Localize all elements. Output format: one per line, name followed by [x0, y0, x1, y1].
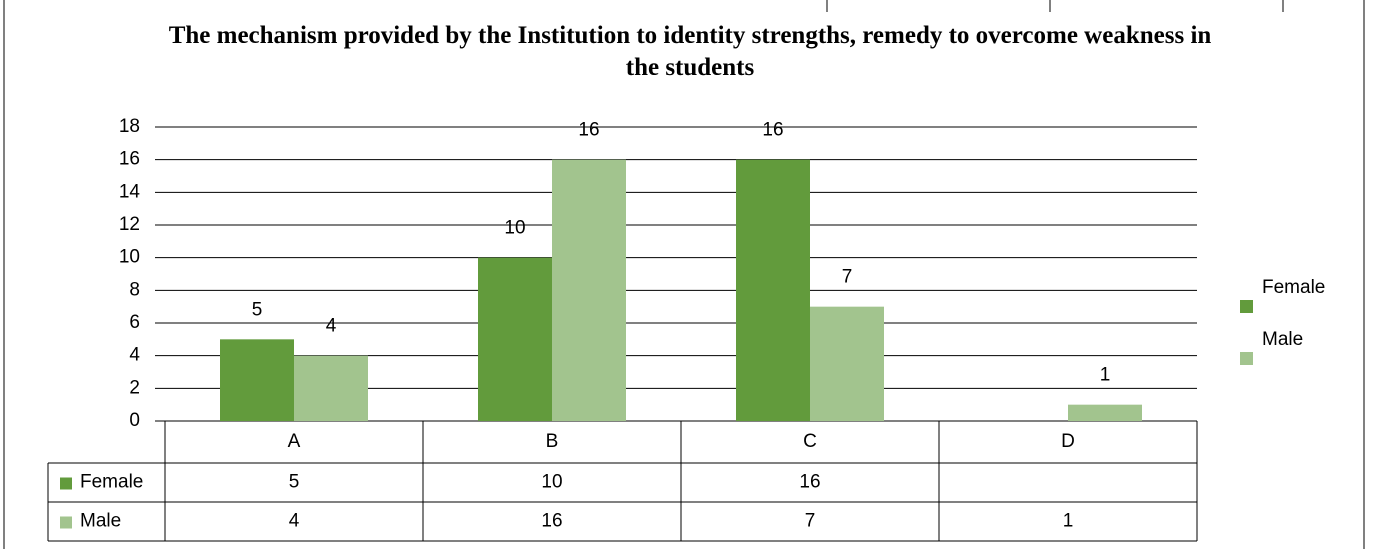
table-cell: 5	[289, 472, 300, 493]
table-cell: 7	[805, 511, 816, 532]
data-label: 16	[762, 120, 783, 141]
table-series-name: Female	[80, 472, 143, 493]
y-tick-label: 18	[119, 116, 140, 137]
x-tick-label: B	[546, 431, 559, 452]
legend-key	[1240, 300, 1253, 313]
table-cell: 1	[1063, 511, 1074, 532]
bar	[810, 306, 884, 421]
legend-key	[1240, 352, 1253, 365]
y-tick-label: 4	[129, 345, 140, 366]
data-label: 1	[1100, 365, 1111, 386]
y-tick-label: 16	[119, 149, 140, 170]
legend-label: Female	[1262, 277, 1325, 298]
y-tick-label: 10	[119, 247, 140, 268]
data-label: 5	[252, 299, 263, 320]
table-cell: 10	[541, 472, 562, 493]
table-legend-key	[60, 477, 72, 490]
table-cell: 4	[289, 511, 300, 532]
data-label: 10	[504, 218, 525, 239]
bar	[552, 159, 626, 421]
y-tick-label: 2	[129, 377, 140, 398]
table-series-name: Male	[80, 511, 121, 532]
bar	[1068, 404, 1142, 421]
bar	[294, 355, 368, 421]
table-cell: 16	[799, 472, 820, 493]
bar	[220, 339, 294, 421]
table-legend-key	[60, 516, 72, 529]
bar	[478, 257, 552, 421]
y-tick-label: 12	[119, 214, 140, 235]
x-tick-label: A	[288, 431, 301, 452]
data-label: 7	[842, 267, 853, 288]
x-tick-label: C	[803, 431, 817, 452]
chart-title: The mechanism provided by the Institutio…	[168, 22, 1212, 81]
bar	[736, 159, 810, 421]
data-label: 16	[578, 120, 599, 141]
y-tick-label: 14	[119, 181, 141, 202]
legend-label: Male	[1262, 329, 1303, 350]
y-tick-label: 6	[129, 312, 140, 333]
table-cell: 16	[541, 511, 562, 532]
y-tick-label: 0	[129, 410, 140, 431]
y-tick-label: 8	[129, 279, 140, 300]
x-tick-label: D	[1061, 431, 1075, 452]
data-label: 4	[326, 316, 337, 337]
